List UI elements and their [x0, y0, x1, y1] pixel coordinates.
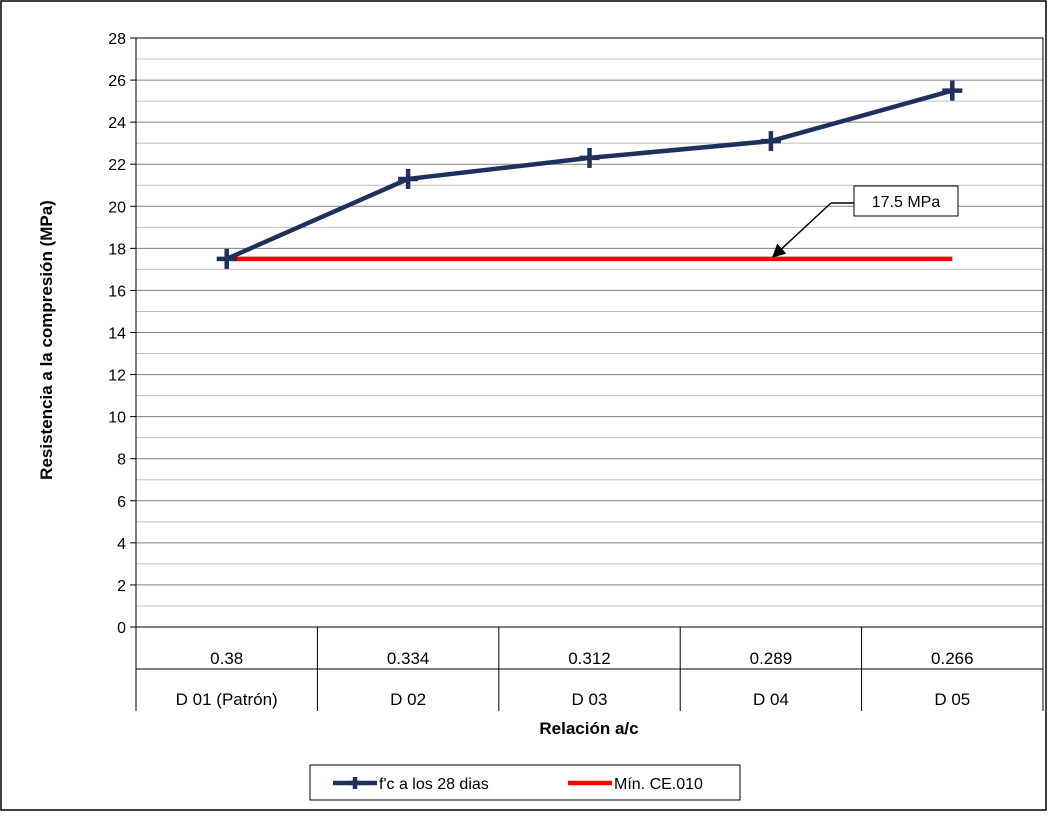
y-tick-label: 20 — [108, 199, 126, 216]
x-tick-label-mix: D 02 — [390, 690, 426, 709]
x-tick-label-mix: D 03 — [572, 690, 608, 709]
y-tick-label: 10 — [108, 410, 126, 427]
x-tick-label-mix: D 04 — [753, 690, 789, 709]
x-tick-label-ratio: 0.312 — [568, 649, 611, 668]
y-tick-label: 0 — [117, 620, 126, 637]
y-tick-label: 6 — [117, 494, 126, 511]
y-tick-label: 4 — [117, 536, 126, 553]
legend-label-fc: f'c a los 28 dias — [379, 776, 489, 793]
y-tick-label: 24 — [108, 115, 126, 132]
data-point — [760, 131, 781, 152]
callout-arrow — [771, 202, 832, 258]
x-tick-label-ratio: 0.266 — [931, 649, 974, 668]
y-tick-label: 12 — [108, 368, 126, 385]
data-point — [942, 80, 963, 101]
y-tick-label: 28 — [108, 31, 126, 48]
y-axis-title: Resistencia a la compresión (MPa) — [37, 200, 56, 480]
data-point — [398, 168, 419, 189]
y-tick-label: 22 — [108, 157, 126, 174]
x-tick-label-mix: D 05 — [934, 690, 970, 709]
callout-box — [853, 185, 959, 217]
callout-label: 17.5 MPa — [872, 194, 941, 211]
y-tick-label: 14 — [108, 326, 126, 343]
x-axis-title: Relación a/c — [539, 719, 638, 738]
y-tick-label: 18 — [108, 241, 126, 258]
x-tick-label-ratio: 0.38 — [210, 649, 243, 668]
legend-label-min: Mín. CE.010 — [614, 776, 703, 793]
data-point — [579, 147, 600, 168]
x-tick-label-ratio: 0.334 — [387, 649, 430, 668]
y-tick-label: 26 — [108, 73, 126, 90]
y-tick-label: 16 — [108, 283, 126, 300]
x-tick-label-mix: D 01 (Patrón) — [176, 690, 278, 709]
x-tick-label-ratio: 0.289 — [750, 649, 793, 668]
legend-box — [309, 764, 741, 801]
y-tick-label: 8 — [117, 452, 126, 469]
y-tick-label: 2 — [117, 578, 126, 595]
data-point — [216, 248, 237, 269]
legend: f'c a los 28 dias Mín. CE.010 — [309, 764, 741, 801]
